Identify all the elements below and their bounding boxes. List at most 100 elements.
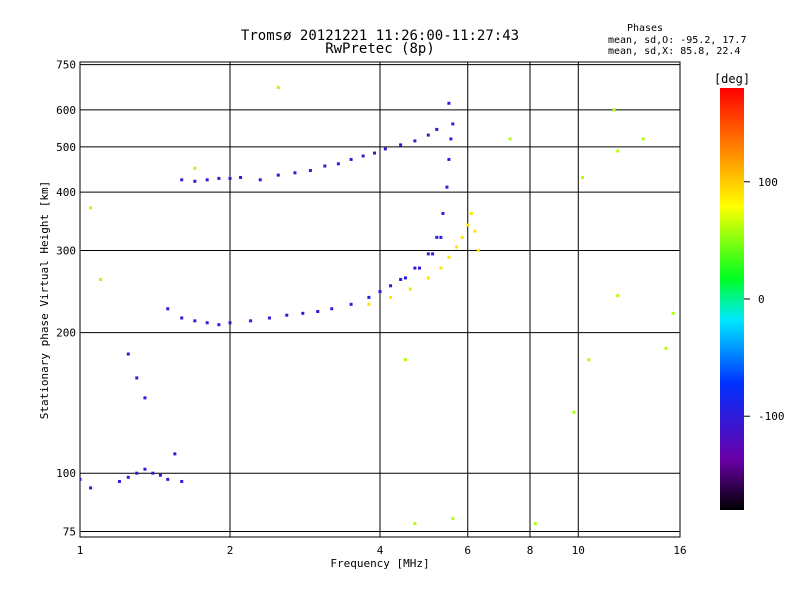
grid-lines bbox=[80, 62, 680, 537]
x-axis-ticks: 1 2 4 6 8 10 16 bbox=[77, 544, 687, 557]
echo-point bbox=[383, 147, 387, 151]
echo-point bbox=[193, 179, 197, 183]
echo-point bbox=[641, 137, 645, 141]
echo-point bbox=[151, 471, 155, 475]
x-tick-label: 8 bbox=[527, 544, 534, 557]
x-axis-label: Frequency [MHz] bbox=[330, 557, 429, 570]
echo-point bbox=[671, 311, 675, 315]
echo-point bbox=[451, 516, 455, 520]
x-tick-label: 4 bbox=[377, 544, 384, 557]
echo-point bbox=[228, 321, 232, 325]
echo-point bbox=[301, 311, 305, 315]
echo-point bbox=[389, 284, 393, 288]
echo-point bbox=[435, 235, 439, 239]
echo-point bbox=[276, 86, 280, 90]
echo-point bbox=[417, 266, 421, 270]
echo-point bbox=[180, 479, 184, 483]
echo-point bbox=[413, 139, 417, 143]
y-tick-label: 100 bbox=[56, 467, 76, 480]
echo-point bbox=[258, 178, 262, 182]
y-tick-label: 75 bbox=[63, 526, 76, 539]
colorbar-ticks: 100 0 -100 bbox=[744, 176, 785, 423]
echo-point bbox=[323, 164, 327, 168]
y-tick-label: 300 bbox=[56, 244, 76, 257]
echo-point bbox=[267, 316, 271, 320]
echo-point bbox=[276, 173, 280, 177]
echo-point bbox=[533, 522, 537, 526]
echo-point bbox=[399, 143, 403, 147]
echo-point bbox=[193, 319, 197, 323]
echo-point bbox=[193, 166, 197, 170]
echo-point bbox=[403, 358, 407, 362]
echo-point bbox=[373, 151, 377, 155]
echo-point bbox=[447, 101, 451, 105]
phase-stats-x: mean, sd,X: 85.8, 22.4 bbox=[608, 46, 740, 57]
echo-point bbox=[126, 352, 130, 356]
y-tick-label: 200 bbox=[56, 327, 76, 340]
data-points bbox=[80, 86, 675, 526]
echo-point bbox=[466, 223, 470, 227]
echo-point bbox=[249, 319, 253, 323]
echo-point bbox=[449, 137, 453, 141]
echo-point bbox=[408, 287, 412, 291]
echo-point bbox=[349, 302, 353, 306]
echo-point bbox=[205, 178, 209, 182]
phase-stats-header: Phases bbox=[627, 23, 663, 34]
echo-point bbox=[349, 157, 353, 161]
echo-point bbox=[135, 471, 139, 475]
echo-point bbox=[476, 248, 480, 252]
echo-point bbox=[451, 122, 455, 126]
echo-point bbox=[664, 346, 668, 350]
echo-point bbox=[587, 358, 591, 362]
echo-point bbox=[431, 252, 435, 256]
y-tick-label: 750 bbox=[56, 59, 76, 72]
echo-point bbox=[143, 396, 147, 400]
echo-point bbox=[439, 235, 443, 239]
echo-point bbox=[447, 255, 451, 259]
echo-point bbox=[99, 277, 103, 281]
echo-point bbox=[447, 157, 451, 161]
echo-point bbox=[572, 410, 576, 414]
echo-point bbox=[166, 307, 170, 311]
echo-point bbox=[285, 313, 289, 317]
echo-point bbox=[367, 302, 371, 306]
echo-point bbox=[217, 323, 221, 327]
chart-title: Tromsø 20121221 11:26:00-11:27:43 bbox=[241, 28, 519, 44]
echo-point bbox=[180, 178, 184, 182]
echo-point bbox=[455, 245, 459, 249]
echo-point bbox=[367, 295, 371, 299]
colorbar-unit: [deg] bbox=[714, 72, 750, 86]
echo-point bbox=[426, 252, 430, 256]
echo-point bbox=[378, 290, 382, 294]
echo-point bbox=[581, 175, 585, 179]
echo-point bbox=[508, 137, 512, 141]
echo-point bbox=[439, 266, 443, 270]
echo-point bbox=[126, 475, 130, 479]
echo-point bbox=[316, 310, 320, 314]
echo-point bbox=[173, 452, 177, 456]
y-tick-label: 500 bbox=[56, 141, 76, 154]
echo-point bbox=[616, 149, 620, 153]
echo-point bbox=[336, 162, 340, 166]
echo-point bbox=[239, 175, 243, 179]
y-axis-ticks: 75 100 200 300 400 500 600 750 bbox=[56, 59, 76, 539]
echo-point bbox=[228, 176, 232, 180]
x-tick-label: 10 bbox=[572, 544, 585, 557]
colorbar-tick-label: 0 bbox=[758, 293, 765, 306]
echo-point bbox=[399, 277, 403, 281]
echo-point bbox=[473, 229, 477, 233]
y-axis-label: Stationary phase Virtual Height [km] bbox=[38, 181, 51, 419]
echo-point bbox=[80, 477, 82, 481]
echo-point bbox=[426, 133, 430, 137]
echo-point bbox=[89, 486, 93, 490]
echo-point bbox=[135, 376, 139, 380]
x-tick-label: 6 bbox=[464, 544, 471, 557]
echo-point bbox=[413, 522, 417, 526]
echo-point bbox=[616, 294, 620, 298]
echo-point bbox=[158, 473, 162, 477]
x-tick-label: 2 bbox=[227, 544, 234, 557]
echo-point bbox=[413, 266, 417, 270]
echo-point bbox=[217, 176, 221, 180]
x-tick-label: 1 bbox=[77, 544, 84, 557]
